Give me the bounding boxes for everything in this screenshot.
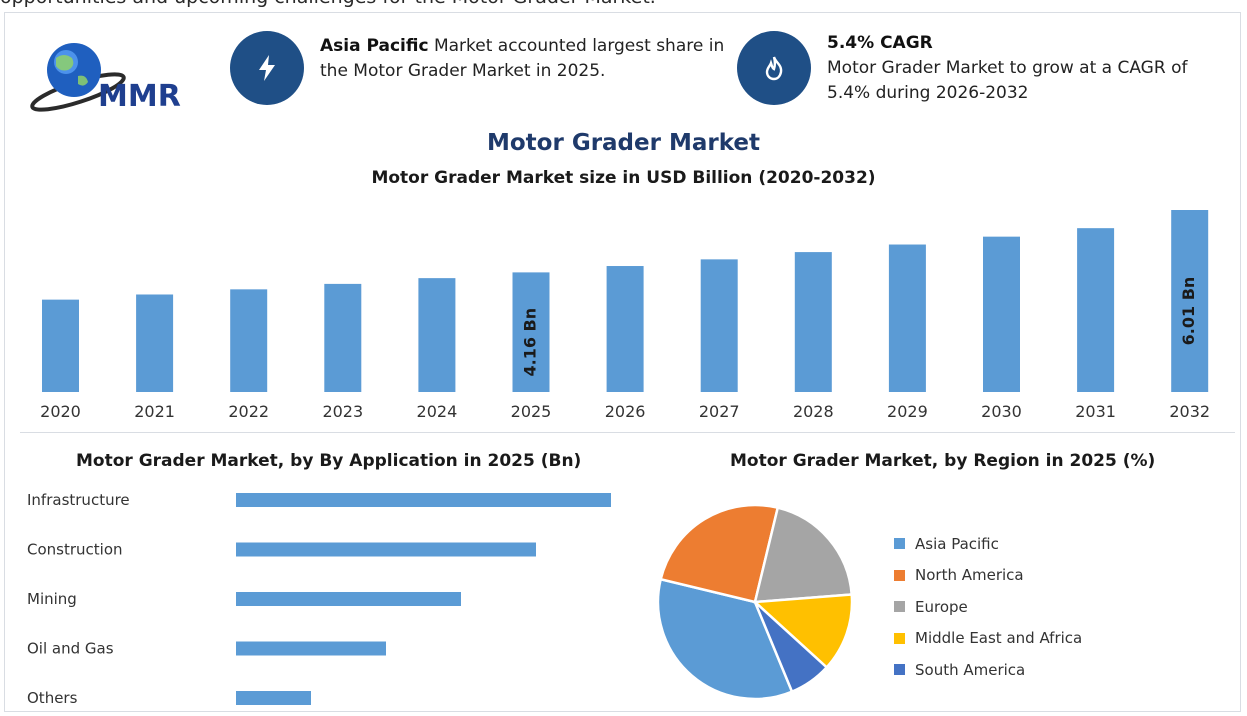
- info-card-share: Asia Pacific Market accounted largest sh…: [230, 31, 730, 105]
- region-legend: Asia Pacific North America Europe Middle Ea…: [894, 528, 1082, 686]
- main-title: Motor Grader Market: [486, 130, 760, 156]
- bar-2028: [794, 252, 832, 392]
- x-tick-2027: 2027: [699, 402, 740, 421]
- x-tick-2024: 2024: [417, 402, 458, 421]
- data-label-2032: 6.01 Bn: [1179, 277, 1198, 346]
- cagr-highlight: 5.4% CAGR: [827, 33, 933, 53]
- section-divider: [20, 432, 1235, 433]
- legend-item: South America: [894, 654, 1082, 686]
- legend-item: Asia Pacific: [894, 528, 1082, 560]
- legend-swatch: [894, 538, 905, 550]
- legend-swatch: [894, 664, 905, 676]
- x-tick-2023: 2023: [322, 402, 363, 421]
- region-pie-chart: [656, 503, 854, 701]
- legend-label: Europe: [915, 597, 968, 616]
- x-tick-2022: 2022: [228, 402, 269, 421]
- category-label: Others: [27, 689, 78, 707]
- flame-icon: [737, 31, 811, 105]
- bar-2020: [42, 299, 79, 392]
- cagr-text: Motor Grader Market to grow at a CAGR of…: [827, 58, 1188, 103]
- pie-slice-asia-pacific: [656, 577, 794, 701]
- bar-2025: [512, 272, 550, 392]
- bar-2027: [700, 259, 738, 392]
- x-tick-2021: 2021: [134, 402, 175, 421]
- data-label-2025: 4.16 Bn: [521, 308, 540, 377]
- pie-slice-middle-east-and-africa: [752, 593, 854, 670]
- pie-slice-north-america: [659, 503, 780, 604]
- x-tick-2029: 2029: [887, 402, 928, 421]
- bar-2022: [230, 289, 268, 392]
- x-tick-2032: 2032: [1169, 402, 1210, 421]
- x-tick-2020: 2020: [40, 402, 81, 421]
- hbar-others: [236, 691, 311, 705]
- hbar-infrastructure: [236, 493, 611, 507]
- bar-2023: [324, 283, 362, 392]
- logo-text: MMR: [98, 79, 181, 114]
- hbar-mining: [236, 592, 461, 606]
- bar-2024: [418, 278, 456, 392]
- category-label: Oil and Gas: [27, 640, 114, 658]
- legend-swatch: [894, 601, 905, 613]
- market-size-bar-chart: 2020 2021 2022 2023 2024 2025 4.16 Bn 2026 2027 2…: [40, 210, 1210, 421]
- legend-label: North America: [915, 566, 1024, 585]
- category-label: Mining: [27, 590, 77, 608]
- category-label: Construction: [27, 541, 123, 559]
- pie-slice-europe: [753, 506, 854, 604]
- info-card-cagr: 5.4% CAGR Motor Grader Market to grow at…: [737, 31, 1217, 106]
- legend-swatch: [894, 569, 905, 581]
- pie-slice-south-america: [753, 601, 829, 694]
- top-text: opportunities and upcoming challenges fo…: [0, 0, 656, 10]
- region-chart-title: Motor Grader Market, by Region in 2025 (…: [730, 451, 1156, 471]
- hbar-construction: [236, 542, 536, 557]
- x-tick-2026: 2026: [605, 402, 646, 421]
- category-label: Infrastructure: [27, 491, 130, 509]
- bar-2030: [983, 236, 1020, 392]
- application-chart-title: Motor Grader Market, by By Application i…: [76, 451, 582, 471]
- legend-item: Middle East and Africa: [894, 623, 1082, 655]
- lightning-icon: [230, 31, 304, 105]
- x-tick-2030: 2030: [981, 402, 1022, 421]
- bar-2031: [1077, 228, 1115, 392]
- legend-label: South America: [915, 660, 1026, 679]
- info-card-highlight: Asia Pacific: [320, 36, 429, 56]
- info-card-text: Market accounted largest share in the Mo…: [320, 36, 725, 81]
- legend-item: North America: [894, 560, 1082, 592]
- mmr-logo: MMR: [26, 38, 196, 118]
- x-tick-2028: 2028: [793, 402, 834, 421]
- bar-2029: [888, 244, 926, 392]
- legend-swatch: [894, 632, 905, 644]
- legend-item: Europe: [894, 591, 1082, 623]
- bar-2032: [1171, 210, 1209, 392]
- legend-label: Middle East and Africa: [915, 629, 1083, 648]
- bar-2026: [606, 266, 644, 392]
- hbar-oil-and-gas: [236, 641, 386, 656]
- x-tick-2031: 2031: [1075, 402, 1116, 421]
- application-bar-chart: Infrastructure Construction Mining Oil and …: [27, 491, 611, 707]
- bar-2021: [136, 294, 174, 392]
- legend-label: Asia Pacific: [915, 534, 999, 553]
- market-size-chart-title: Motor Grader Market size in USD Billion …: [371, 168, 876, 188]
- x-tick-2025: 2025: [511, 402, 552, 421]
